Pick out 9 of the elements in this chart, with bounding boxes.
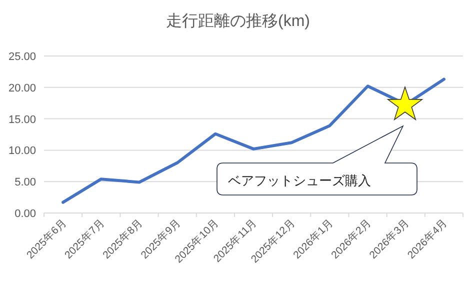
y-tick-label: 10.00 [8,145,36,158]
y-tick-label: 15.00 [8,114,36,126]
y-tick-label: 25.00 [8,51,36,63]
annotation: ベアフットシューズ購入 [228,173,371,188]
y-tick-label: 5.00 [14,176,36,189]
line-series [62,78,446,204]
y-tick-label: 0.00 [14,208,36,220]
chart-title: 走行距離の推移(km) [166,12,310,30]
y-tick-label: 20.00 [8,82,36,94]
